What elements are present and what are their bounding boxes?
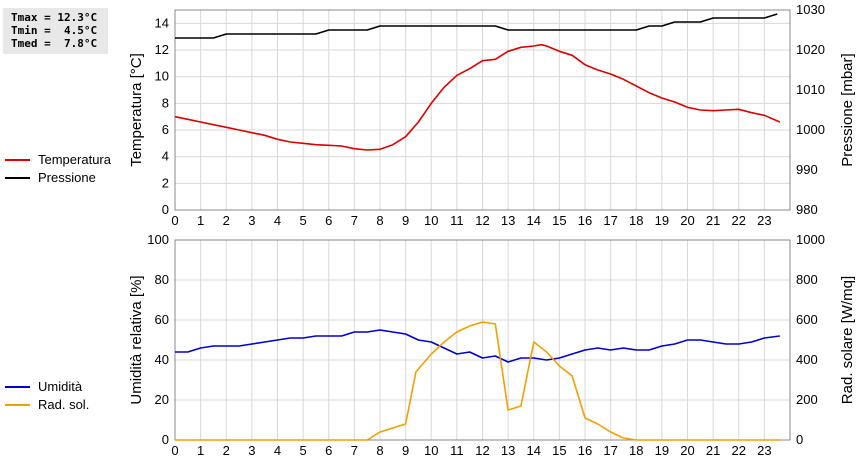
series-line-rad-sol <box>175 321 780 441</box>
x-tick-label: 8 <box>376 213 383 228</box>
x-tick-label: 3 <box>248 213 255 228</box>
x-tick-label: 21 <box>706 213 720 228</box>
x-tick-label: 19 <box>655 443 669 458</box>
x-tick-label: 12 <box>475 443 489 458</box>
x-tick-label: 6 <box>325 213 332 228</box>
x-tick-label: 12 <box>475 213 489 228</box>
x-tick-label: 10 <box>424 213 438 228</box>
legend-label: Umidità <box>38 379 83 394</box>
y-left-tick-label: 8 <box>162 95 169 110</box>
y-left-tick-label: 12 <box>155 42 169 57</box>
stats-box: Tmax = 12.3°C Tmin = 4.5°C Tmed = 7.8°C <box>3 8 108 54</box>
tmin-text: Tmin = 4.5°C <box>11 24 98 37</box>
x-tick-label: 13 <box>501 443 515 458</box>
y-left-tick-label: 14 <box>155 15 169 30</box>
y-left-axis-label: Umidità relativa [%] <box>128 275 145 404</box>
tmax-text: Tmax = 12.3°C <box>11 11 98 24</box>
x-tick-label: 6 <box>325 443 332 458</box>
series-line-pressione <box>175 13 778 39</box>
x-tick-label: 23 <box>757 443 771 458</box>
y-right-tick-label: 800 <box>796 272 818 287</box>
x-tick-label: 9 <box>402 213 409 228</box>
x-tick-label: 14 <box>527 443 541 458</box>
y-right-tick-label: 1020 <box>796 42 825 57</box>
plot-frame <box>174 9 791 211</box>
x-tick-label: 20 <box>680 213 694 228</box>
x-tick-label: 19 <box>655 213 669 228</box>
x-tick-label: 16 <box>578 213 592 228</box>
y-right-tick-label: 990 <box>796 162 818 177</box>
x-tick-label: 3 <box>248 443 255 458</box>
x-tick-label: 4 <box>274 213 281 228</box>
y-right-tick-label: 1010 <box>796 82 825 97</box>
x-tick-label: 4 <box>274 443 281 458</box>
x-tick-label: 2 <box>223 443 230 458</box>
x-tick-label: 15 <box>552 443 566 458</box>
y-right-axis-label: Rad. solare [W/mq] <box>839 276 856 404</box>
plot-frame <box>174 239 791 441</box>
x-tick-label: 23 <box>757 213 771 228</box>
x-tick-label: 7 <box>351 443 358 458</box>
x-tick-label: 10 <box>424 443 438 458</box>
x-tick-label: 9 <box>402 443 409 458</box>
series-line-temperatura <box>174 43 781 151</box>
x-tick-label: 0 <box>171 443 178 458</box>
legend-label: Pressione <box>38 170 96 185</box>
y-left-tick-label: 0 <box>162 432 169 447</box>
x-tick-label: 22 <box>732 213 746 228</box>
y-right-tick-label: 1030 <box>796 2 825 17</box>
tmed-text: Tmed = 7.8°C <box>11 37 98 50</box>
y-right-tick-label: 400 <box>796 352 818 367</box>
x-tick-label: 18 <box>629 443 643 458</box>
legend-label: Rad. sol. <box>38 397 89 412</box>
x-tick-label: 17 <box>603 443 617 458</box>
x-tick-label: 0 <box>171 213 178 228</box>
y-left-tick-label: 4 <box>162 149 169 164</box>
series-line-umidit <box>175 329 780 363</box>
y-right-tick-label: 200 <box>796 392 818 407</box>
x-tick-label: 7 <box>351 213 358 228</box>
y-left-tick-label: 0 <box>162 202 169 217</box>
y-left-tick-label: 60 <box>155 312 169 327</box>
y-left-tick-label: 80 <box>155 272 169 287</box>
y-right-tick-label: 0 <box>796 432 803 447</box>
y-left-tick-label: 10 <box>155 69 169 84</box>
y-left-tick-label: 2 <box>162 175 169 190</box>
x-tick-label: 13 <box>501 213 515 228</box>
x-tick-label: 11 <box>450 443 464 458</box>
y-right-tick-label: 980 <box>796 202 818 217</box>
y-right-tick-label: 1000 <box>796 122 825 137</box>
x-tick-label: 1 <box>197 443 204 458</box>
x-tick-label: 16 <box>578 443 592 458</box>
x-tick-label: 22 <box>732 443 746 458</box>
y-left-axis-label: Temperatura [°C] <box>128 53 145 167</box>
y-right-axis-label: Pressione [mbar] <box>839 53 856 166</box>
y-left-tick-label: 40 <box>155 352 169 367</box>
x-tick-label: 20 <box>680 443 694 458</box>
x-tick-label: 21 <box>706 443 720 458</box>
x-tick-label: 1 <box>197 213 204 228</box>
x-tick-label: 18 <box>629 213 643 228</box>
x-tick-label: 17 <box>603 213 617 228</box>
x-tick-label: 5 <box>300 443 307 458</box>
x-tick-label: 15 <box>552 213 566 228</box>
x-tick-label: 2 <box>223 213 230 228</box>
y-right-tick-label: 1000 <box>796 232 825 247</box>
y-right-tick-label: 600 <box>796 312 818 327</box>
y-left-tick-label: 20 <box>155 392 169 407</box>
legend-label: Temperatura <box>38 152 112 167</box>
y-left-tick-label: 100 <box>147 232 169 247</box>
y-left-tick-label: 6 <box>162 122 169 137</box>
x-tick-label: 5 <box>300 213 307 228</box>
x-tick-label: 14 <box>527 213 541 228</box>
x-tick-label: 8 <box>376 443 383 458</box>
x-tick-label: 11 <box>450 213 464 228</box>
